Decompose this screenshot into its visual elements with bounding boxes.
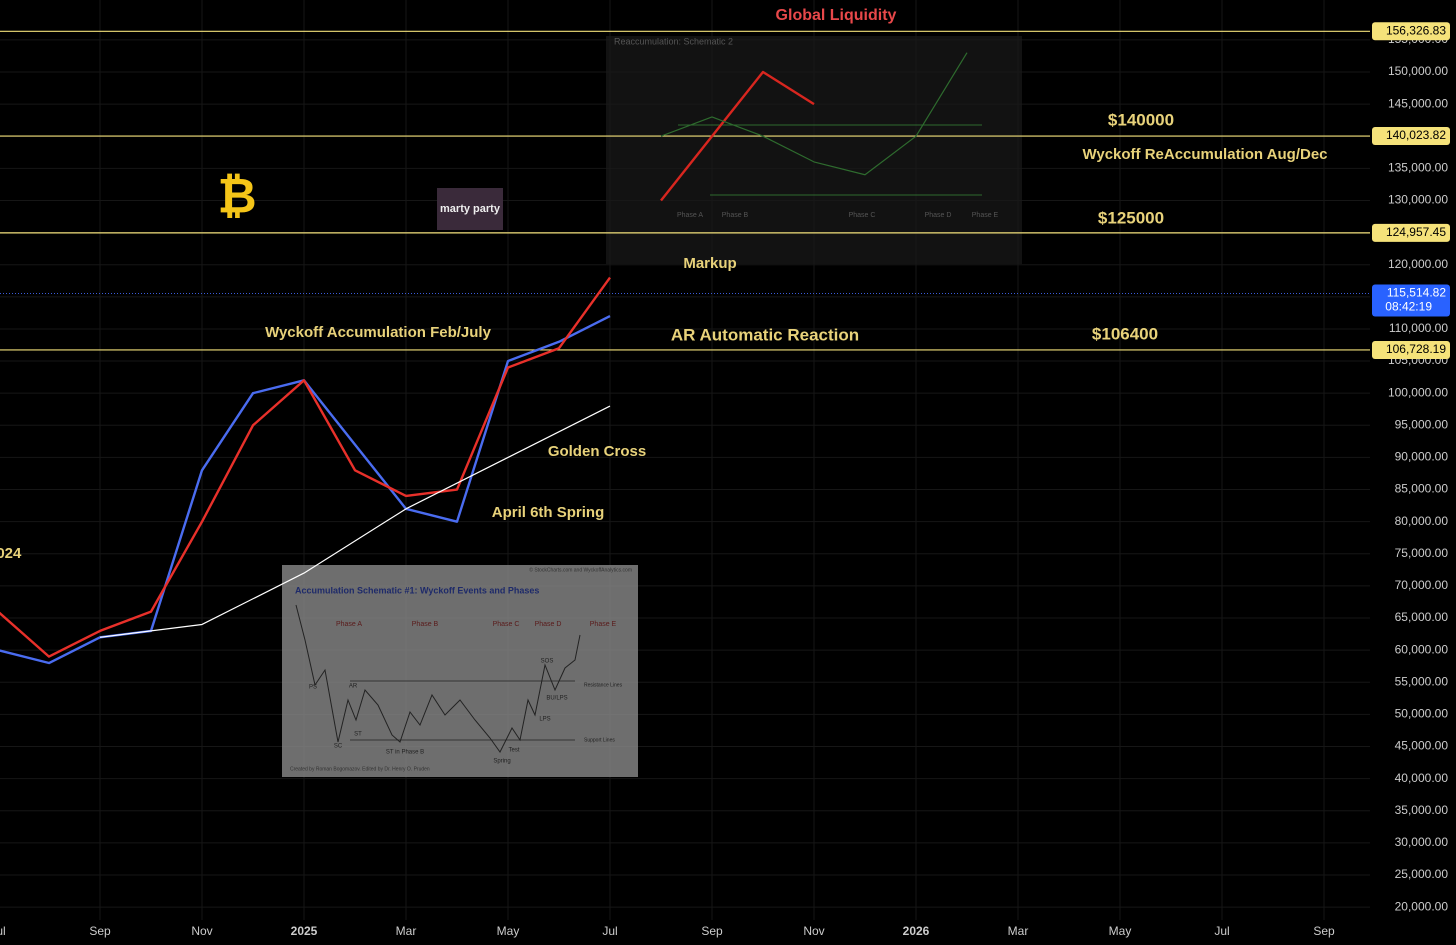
chart-title: Global Liquidity (776, 7, 897, 24)
schematic-event: SC (334, 744, 343, 750)
panel-phase: Phase A (677, 212, 703, 219)
countdown: 08:42:19 (1385, 300, 1432, 314)
level-label: 140,023.82 (1386, 128, 1446, 142)
x-tick-label: Jul (1214, 924, 1229, 938)
panel-phase: Phase B (722, 212, 749, 219)
x-tick-label: Mar (396, 924, 417, 938)
level-label: 156,326.83 (1386, 23, 1446, 37)
schematic-event: BU/LPS (546, 696, 567, 702)
reaccumulation-panel (606, 36, 1022, 264)
x-tick-label: Jul (602, 924, 617, 938)
panel-phase: Phase E (972, 212, 999, 219)
y-tick-label: 35,000.00 (1395, 803, 1449, 817)
x-tick-label: 2025 (291, 924, 318, 938)
series-line (660, 70, 815, 202)
x-tick-label: Nov (191, 924, 212, 938)
y-tick-label: 150,000.00 (1388, 64, 1448, 78)
plot (0, 30, 1370, 665)
x-tick-label: May (497, 924, 520, 938)
schematic-event: Test (508, 748, 519, 754)
schematic-phase: Phase E (590, 621, 617, 628)
schematic: © StockCharts.com and WyckoffAnalytics.c… (282, 565, 638, 777)
x-tick-label: Sep (701, 924, 723, 938)
schematic-phase: Phase C (493, 621, 520, 628)
schematic-line-label: Support Lines (584, 737, 615, 743)
current-price-label: 115,514.82 (1387, 286, 1446, 300)
x-tick-label: 2026 (903, 924, 930, 938)
schematic-event: ST (354, 732, 362, 738)
schematic-event: Spring (493, 759, 510, 765)
y-tick-label: 135,000.00 (1388, 160, 1448, 174)
x-tick-label: Mar (1008, 924, 1029, 938)
y-tick-label: 60,000.00 (1395, 642, 1449, 656)
y-tick-label: 30,000.00 (1395, 835, 1449, 849)
schematic-event: LPS (539, 717, 550, 723)
level-box (1372, 127, 1450, 146)
annotation: Accumulation 2024 (0, 545, 22, 562)
annotation: Golden Cross (548, 443, 646, 460)
y-tick-label: 55,000.00 (1395, 674, 1449, 688)
schematic-event: SOS (541, 659, 554, 665)
schematic-phase: Phase D (535, 621, 562, 628)
schematic-event: PS (309, 685, 317, 691)
y-tick-label: 90,000.00 (1395, 450, 1449, 464)
schematic-path (295, 604, 581, 753)
x-tick-label: Jul (0, 924, 6, 938)
series-line (0, 276, 611, 658)
y-tick-label: 50,000.00 (1395, 707, 1449, 721)
series-line (660, 52, 968, 176)
panel-title: Reaccumulation: Schematic 2 (614, 36, 733, 46)
btc-symbol: ₿ (217, 171, 256, 224)
annotation: Wyckoff Accumulation Feb/July (265, 324, 492, 341)
x-tick-label: Sep (1313, 924, 1335, 938)
y-tick-label: 25,000.00 (1395, 867, 1449, 881)
x-tick-label: Sep (89, 924, 111, 938)
y-tick-label: 80,000.00 (1395, 514, 1449, 528)
level-label: 106,728.19 (1386, 342, 1446, 356)
y-tick-label: 45,000.00 (1395, 739, 1449, 753)
y-tick-label: 95,000.00 (1395, 417, 1449, 431)
schematic-phase: Phase A (336, 621, 362, 628)
schematic-box (282, 565, 638, 777)
current-price-box (1372, 284, 1450, 317)
y-tick-label: 120,000.00 (1388, 257, 1448, 271)
level-label: 124,957.45 (1386, 225, 1446, 239)
logo-box (437, 188, 503, 230)
y-tick-label: 40,000.00 (1395, 771, 1449, 785)
y-tick-label: 75,000.00 (1395, 546, 1449, 560)
x-tick-label: Nov (803, 924, 824, 938)
annotation: Wyckoff ReAccumulation Aug/Dec (1082, 146, 1327, 163)
panel-phase: Phase D (925, 212, 952, 219)
schematic-credit: Created by Roman Bogomazov. Edited by Dr… (290, 766, 430, 772)
y-tick-label: 70,000.00 (1395, 578, 1449, 592)
level-box (1372, 340, 1450, 359)
y-tick-label: 110,000.00 (1389, 321, 1448, 335)
annotation: AR Automatic Reaction (671, 325, 859, 344)
y-tick-label: 20,000.00 (1395, 899, 1449, 913)
annotation: $140000 (1108, 110, 1174, 129)
panel-phase: Phase C (849, 212, 876, 219)
schematic-phase: Phase B (412, 621, 439, 628)
schematic-source: © StockCharts.com and WyckoffAnalytics.c… (529, 566, 632, 573)
annotation: April 6th Spring (492, 504, 605, 521)
series-line (99, 405, 611, 638)
schematic-event: AR (349, 684, 358, 690)
y-tick-label: 130,000.00 (1388, 193, 1448, 207)
annotation: $106400 (1092, 324, 1158, 343)
x-tick-label: May (1109, 924, 1132, 938)
level-box (1372, 223, 1450, 242)
level-box (1372, 22, 1450, 41)
schematic-title: Accumulation Schematic #1: Wyckoff Event… (295, 585, 539, 595)
logo: marty party (440, 203, 501, 215)
y-tick-label: 65,000.00 (1395, 610, 1449, 624)
y-tick-label: 100,000.00 (1388, 385, 1448, 399)
y-tick-label: 85,000.00 (1395, 482, 1449, 496)
y-tick-label: 145,000.00 (1388, 96, 1448, 110)
annotation: Markup (683, 255, 736, 272)
schematic-event: ST in Phase B (386, 750, 424, 756)
schematic-line-label: Resistance Lines (584, 682, 623, 688)
annotation: $125000 (1098, 208, 1164, 227)
